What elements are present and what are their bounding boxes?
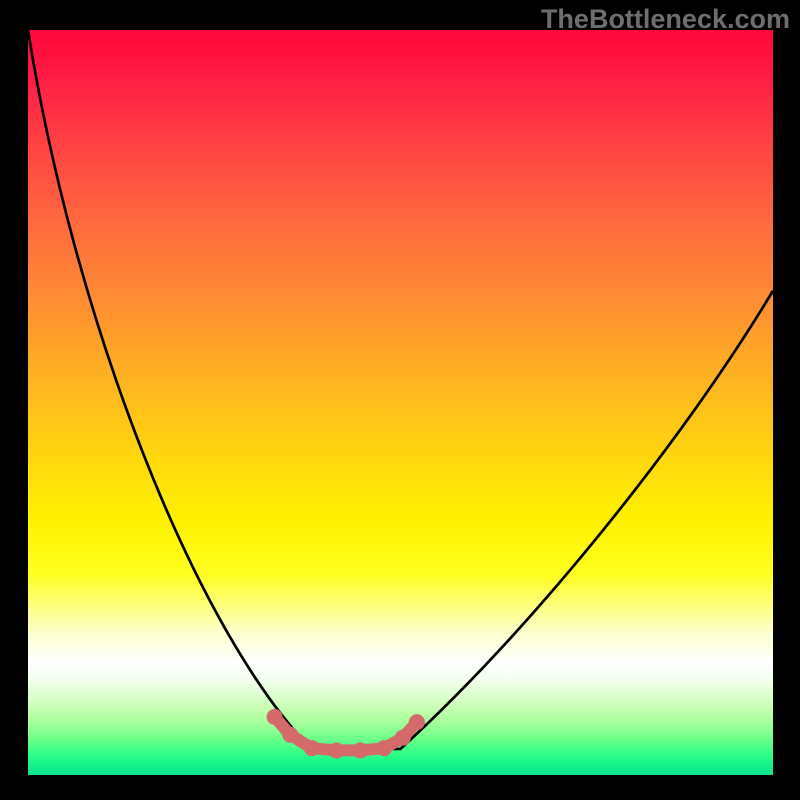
sweet-spot-point bbox=[282, 727, 298, 743]
sweet-spot-point bbox=[395, 730, 411, 746]
sweet-spot-point bbox=[328, 742, 344, 758]
sweet-spot-point bbox=[376, 740, 392, 756]
bottleneck-curve-chart bbox=[28, 30, 773, 775]
watermark-label: TheBottleneck.com bbox=[541, 4, 790, 35]
sweet-spot-point bbox=[304, 740, 320, 756]
chart-container: TheBottleneck.com bbox=[0, 0, 800, 800]
sweet-spot-point bbox=[267, 709, 283, 725]
sweet-spot-point bbox=[409, 714, 425, 730]
sweet-spot-point bbox=[352, 742, 368, 758]
gradient-background bbox=[28, 30, 773, 775]
